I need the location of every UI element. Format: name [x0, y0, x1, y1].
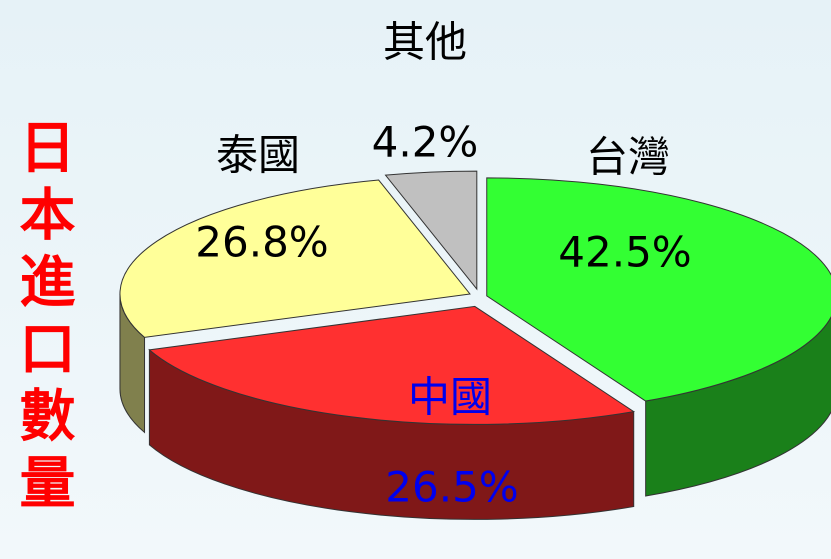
slice [384, 170, 478, 291]
slice-label: 中國 [408, 373, 492, 422]
slice [148, 305, 636, 425]
slice-label: 台灣 [586, 133, 670, 182]
value-label: 4.2% [372, 118, 479, 167]
slice [119, 179, 471, 338]
value-label: 26.5% [385, 463, 518, 512]
value-label: 42.5% [558, 228, 691, 277]
slice [486, 177, 831, 402]
slice-label: 其他 [383, 18, 467, 67]
chart-title: 日本進口數量 [10, 118, 75, 520]
slice-label: 泰國 [216, 131, 300, 180]
value-label: 26.8% [195, 218, 328, 267]
